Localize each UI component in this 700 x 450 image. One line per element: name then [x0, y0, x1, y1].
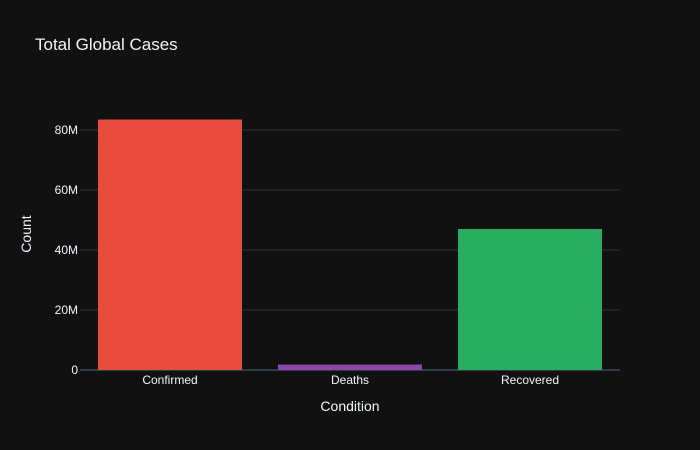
- bar-deaths[interactable]: [278, 364, 422, 370]
- x-tick-label: Deaths: [331, 373, 369, 387]
- x-tick-label: Confirmed: [142, 373, 197, 387]
- y-tick-label: 40M: [55, 243, 78, 257]
- x-tick-label: Recovered: [501, 373, 559, 387]
- chart-title: Total Global Cases: [35, 35, 178, 54]
- y-tick-label: 60M: [55, 183, 78, 197]
- y-axis-title: Count: [18, 215, 34, 252]
- bars: [98, 119, 602, 371]
- x-axis-ticks: Confirmed Deaths Recovered: [142, 373, 559, 387]
- x-axis-title: Condition: [320, 398, 379, 414]
- bar-confirmed[interactable]: [98, 119, 242, 371]
- y-axis-ticks: 0 20M 40M 60M 80M: [55, 123, 79, 377]
- y-tick-label: 0: [71, 363, 78, 377]
- y-tick-label: 80M: [55, 123, 78, 137]
- bar-recovered[interactable]: [458, 229, 602, 370]
- y-tick-label: 20M: [55, 303, 78, 317]
